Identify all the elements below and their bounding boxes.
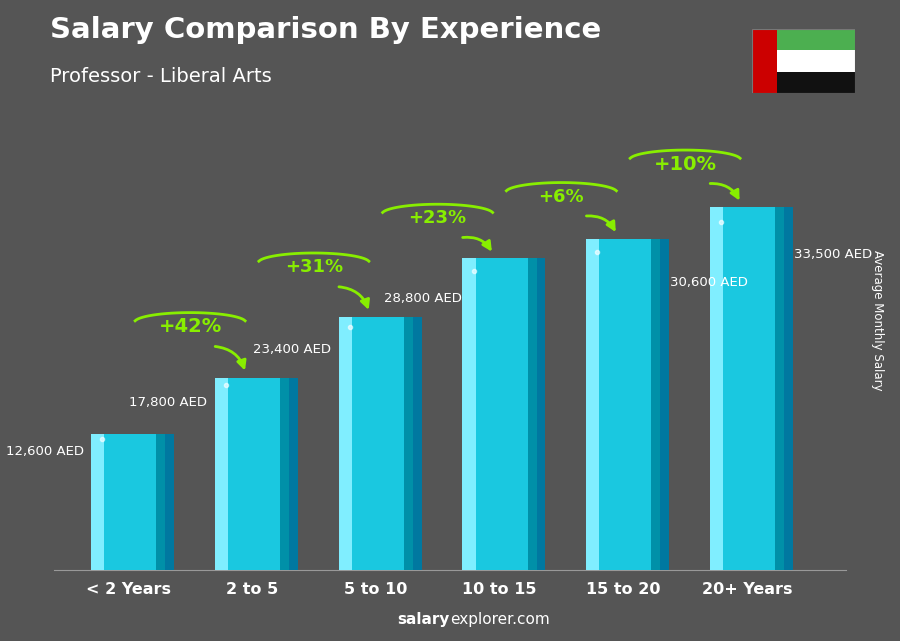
Text: Professor - Liberal Arts: Professor - Liberal Arts (50, 67, 271, 87)
Bar (352, 317, 413, 570)
Text: 12,600 AED: 12,600 AED (5, 445, 84, 458)
Bar (778, 50, 855, 72)
Bar (280, 378, 289, 570)
Text: +10%: +10% (653, 154, 716, 174)
Bar (778, 29, 855, 50)
Polygon shape (166, 434, 174, 570)
Bar (652, 239, 661, 570)
Bar (476, 258, 536, 570)
Text: Average Monthly Salary: Average Monthly Salary (871, 250, 884, 391)
Bar (775, 208, 784, 570)
Polygon shape (289, 378, 298, 570)
Text: +23%: +23% (409, 210, 467, 228)
Text: Salary Comparison By Experience: Salary Comparison By Experience (50, 16, 601, 44)
Bar (586, 239, 599, 570)
Text: +42%: +42% (158, 317, 221, 336)
Polygon shape (661, 239, 669, 570)
Bar (710, 208, 724, 570)
Bar (229, 378, 289, 570)
Text: 30,600 AED: 30,600 AED (670, 276, 748, 288)
Text: salary: salary (398, 612, 450, 627)
Text: +6%: +6% (538, 188, 584, 206)
Text: +31%: +31% (284, 258, 343, 276)
Bar (91, 434, 104, 570)
Polygon shape (536, 258, 545, 570)
Bar (463, 258, 476, 570)
Bar (215, 378, 229, 570)
Bar (104, 434, 166, 570)
Bar (599, 239, 661, 570)
Bar (157, 434, 166, 570)
Polygon shape (784, 208, 793, 570)
Text: explorer.com: explorer.com (450, 612, 550, 627)
Bar (724, 208, 784, 570)
Text: 17,800 AED: 17,800 AED (130, 396, 207, 409)
Bar (778, 72, 855, 93)
Text: 33,500 AED: 33,500 AED (794, 248, 872, 261)
Bar (527, 258, 536, 570)
Polygon shape (413, 317, 421, 570)
Bar (338, 317, 352, 570)
Text: 28,800 AED: 28,800 AED (384, 292, 463, 306)
Bar (752, 29, 778, 93)
Text: 23,400 AED: 23,400 AED (253, 344, 331, 356)
Bar (404, 317, 413, 570)
